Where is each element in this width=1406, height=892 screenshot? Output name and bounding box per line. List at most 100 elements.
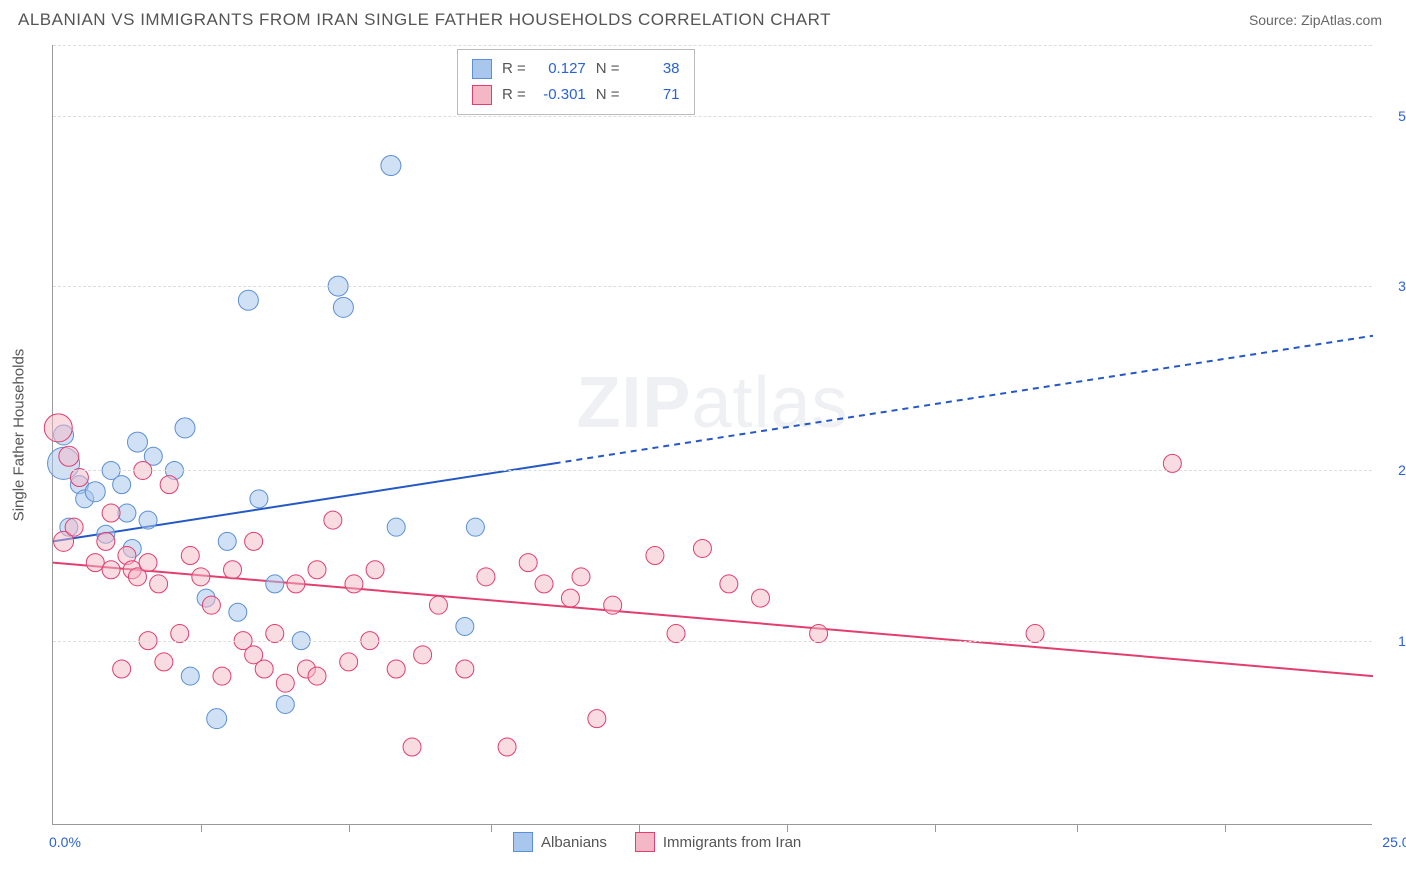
gridline-h	[53, 116, 1372, 117]
x-max-label: 25.0%	[1382, 834, 1406, 850]
scatter-point	[456, 660, 474, 678]
scatter-point	[276, 695, 294, 713]
scatter-point	[324, 511, 342, 529]
scatter-point	[97, 532, 115, 550]
scatter-point	[572, 568, 590, 586]
legend-label-1: Immigrants from Iran	[663, 834, 801, 851]
stats-row-1: R = -0.301 N = 71	[472, 82, 680, 108]
n-value-1: 71	[630, 82, 680, 108]
gridline-h	[53, 470, 1372, 471]
y-tick-label: 5.0%	[1380, 108, 1406, 124]
chart-container: Single Father Households ZIPatlas R = 0.…	[52, 45, 1372, 825]
scatter-point	[333, 297, 353, 317]
scatter-point	[59, 446, 79, 466]
scatter-point	[345, 575, 363, 593]
scatter-point	[181, 547, 199, 565]
scatter-point	[308, 561, 326, 579]
stats-swatch-0	[472, 59, 492, 79]
x-tick	[201, 824, 202, 832]
scatter-point	[202, 596, 220, 614]
scatter-point	[192, 568, 210, 586]
scatter-point	[229, 603, 247, 621]
legend-item-1: Immigrants from Iran	[635, 832, 801, 852]
scatter-point	[113, 476, 131, 494]
x-tick	[639, 824, 640, 832]
scatter-point	[213, 667, 231, 685]
scatter-point	[181, 667, 199, 685]
scatter-point	[127, 432, 147, 452]
scatter-point	[276, 674, 294, 692]
scatter-point	[150, 575, 168, 593]
r-label-1: R =	[502, 82, 526, 108]
scatter-point	[429, 596, 447, 614]
scatter-point	[720, 575, 738, 593]
stats-row-0: R = 0.127 N = 38	[472, 56, 680, 82]
r-value-0: 0.127	[536, 56, 586, 82]
y-tick-label: 2.5%	[1380, 462, 1406, 478]
x-tick	[491, 824, 492, 832]
scatter-point	[403, 738, 421, 756]
chart-title: ALBANIAN VS IMMIGRANTS FROM IRAN SINGLE …	[18, 10, 831, 30]
scatter-point	[387, 660, 405, 678]
scatter-point	[308, 667, 326, 685]
scatter-point	[218, 532, 236, 550]
x-tick	[787, 824, 788, 832]
scatter-point	[266, 575, 284, 593]
gridline-h	[53, 641, 1372, 642]
scatter-point	[340, 653, 358, 671]
scatter-point	[65, 518, 83, 536]
x-tick	[1225, 824, 1226, 832]
source-prefix: Source:	[1249, 12, 1301, 28]
scatter-point	[139, 554, 157, 572]
plot-area: Single Father Households ZIPatlas R = 0.…	[52, 45, 1372, 825]
scatter-point	[366, 561, 384, 579]
scatter-points-layer	[53, 45, 1372, 824]
scatter-point	[86, 554, 104, 572]
gridline-h	[53, 286, 1372, 287]
scatter-point	[224, 561, 242, 579]
scatter-point	[381, 156, 401, 176]
stats-legend-box: R = 0.127 N = 38 R = -0.301 N = 71	[457, 49, 695, 115]
scatter-point	[139, 511, 157, 529]
scatter-point	[155, 653, 173, 671]
scatter-point	[175, 418, 195, 438]
legend-swatch-1	[635, 832, 655, 852]
scatter-point	[693, 539, 711, 557]
scatter-point	[287, 575, 305, 593]
scatter-point	[752, 589, 770, 607]
stats-swatch-1	[472, 85, 492, 105]
scatter-point	[588, 710, 606, 728]
legend-item-0: Albanians	[513, 832, 607, 852]
scatter-point	[387, 518, 405, 536]
scatter-point	[466, 518, 484, 536]
scatter-point	[245, 532, 263, 550]
y-axis-title: Single Father Households	[11, 348, 28, 521]
x-tick	[935, 824, 936, 832]
legend-bottom: Albanians Immigrants from Iran	[513, 832, 801, 852]
x-tick	[349, 824, 350, 832]
scatter-point	[118, 504, 136, 522]
scatter-point	[85, 482, 105, 502]
scatter-point	[238, 290, 258, 310]
y-tick-label: 1.3%	[1380, 633, 1406, 649]
legend-label-0: Albanians	[541, 834, 607, 851]
scatter-point	[102, 561, 120, 579]
scatter-point	[44, 414, 72, 442]
r-label-0: R =	[502, 56, 526, 82]
scatter-point	[519, 554, 537, 572]
scatter-point	[561, 589, 579, 607]
x-tick	[1077, 824, 1078, 832]
scatter-point	[477, 568, 495, 586]
x-origin-label: 0.0%	[49, 834, 81, 850]
scatter-point	[255, 660, 273, 678]
scatter-point	[414, 646, 432, 664]
scatter-point	[646, 547, 664, 565]
n-label-0: N =	[596, 56, 620, 82]
r-value-1: -0.301	[536, 82, 586, 108]
n-label-1: N =	[596, 82, 620, 108]
scatter-point	[456, 617, 474, 635]
source-name: ZipAtlas.com	[1301, 12, 1382, 28]
scatter-point	[160, 476, 178, 494]
y-tick-label: 3.8%	[1380, 278, 1406, 294]
n-value-0: 38	[630, 56, 680, 82]
